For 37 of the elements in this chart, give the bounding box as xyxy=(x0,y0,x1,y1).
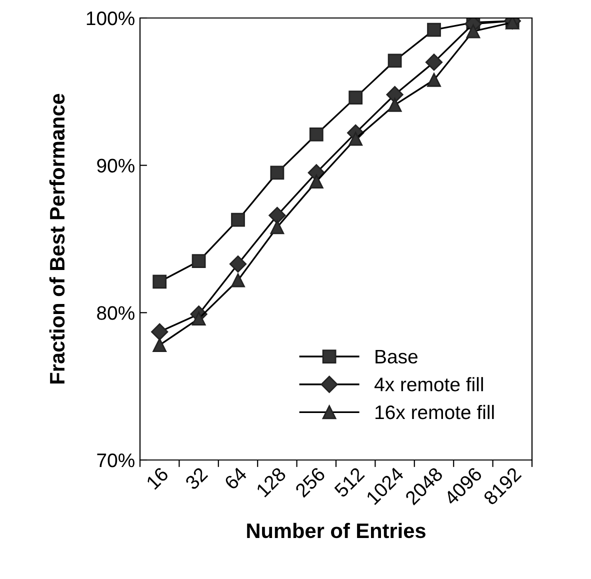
y-tick-label: 70% xyxy=(97,453,134,468)
point xyxy=(229,255,247,273)
point xyxy=(152,338,167,352)
point xyxy=(270,166,284,180)
point xyxy=(151,323,168,340)
x-tick-label: 32 xyxy=(184,466,208,490)
point xyxy=(231,212,245,227)
y-axis-title: Fraction of Best Performance xyxy=(49,94,65,384)
y-tick-label: 90% xyxy=(97,158,134,173)
x-tick-label: 512 xyxy=(334,466,366,498)
point xyxy=(268,206,286,224)
point xyxy=(348,132,363,146)
point xyxy=(348,90,363,105)
point xyxy=(231,273,245,288)
point xyxy=(309,174,324,188)
point xyxy=(270,220,284,234)
x-tick-label: 128 xyxy=(256,466,287,498)
y-tick-label: 80% xyxy=(97,306,134,320)
point xyxy=(192,312,206,326)
point xyxy=(466,24,480,38)
point xyxy=(192,254,206,268)
x-tick-label: 16 xyxy=(146,466,170,490)
point xyxy=(388,54,402,68)
point xyxy=(425,54,443,71)
x-axis-title: Number of Entries xyxy=(247,522,426,538)
legend-label: Base xyxy=(376,350,418,364)
point xyxy=(388,98,402,112)
y-tick-label: 100% xyxy=(86,11,134,26)
legend-label: 4x remote fill xyxy=(374,377,483,392)
point xyxy=(152,274,167,289)
x-tick-label: 64 xyxy=(224,466,248,490)
point xyxy=(309,127,324,142)
point xyxy=(386,86,404,104)
legend-label: 16x remote fill xyxy=(376,404,494,420)
point xyxy=(427,22,441,37)
x-tick-label: 256 xyxy=(294,466,326,498)
point xyxy=(427,72,441,87)
